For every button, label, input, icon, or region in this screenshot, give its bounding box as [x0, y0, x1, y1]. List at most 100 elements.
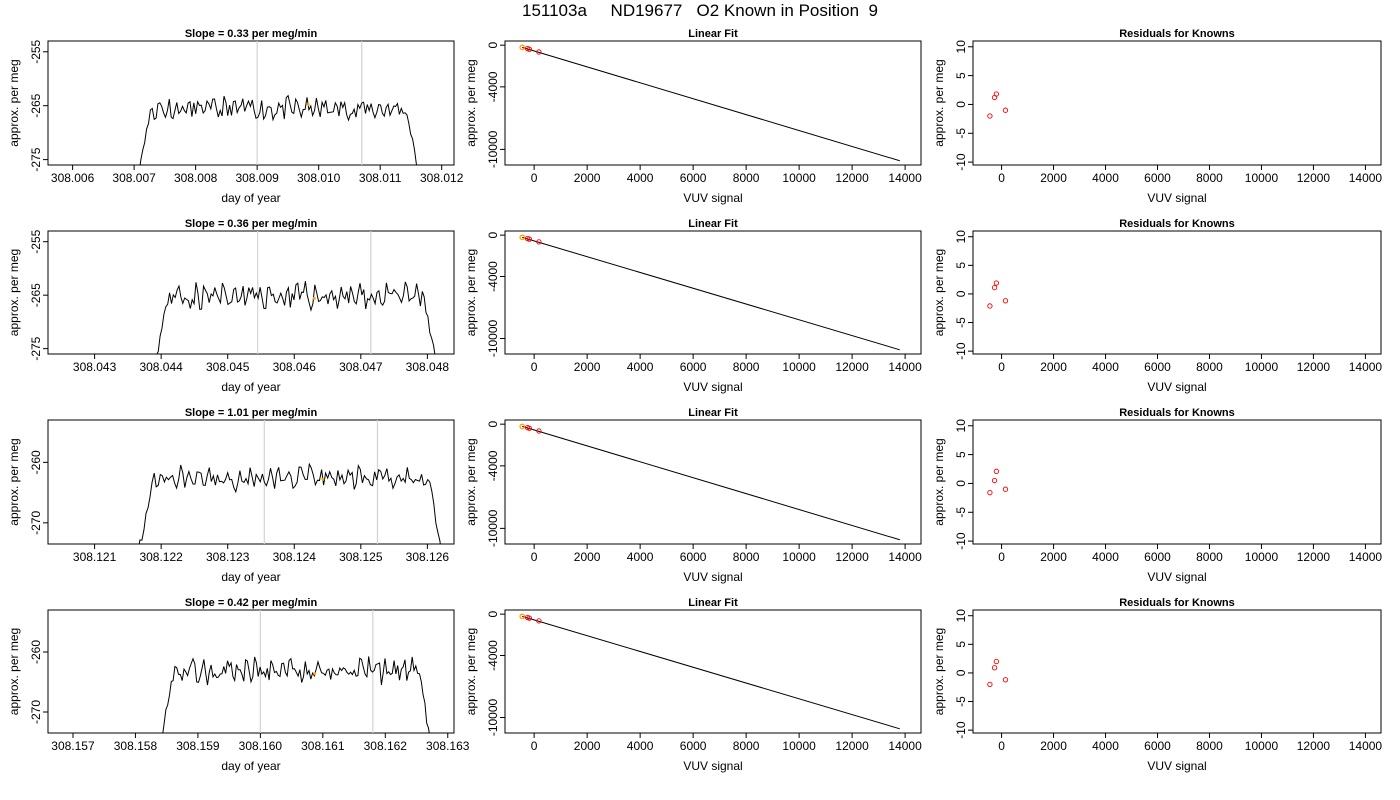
x-tick-label: 8000: [733, 739, 760, 753]
x-tick-label: 14000: [1349, 550, 1383, 564]
data-point: [536, 239, 542, 245]
y-tick-label: 0: [954, 290, 968, 297]
x-tick-label: 12000: [835, 360, 869, 374]
x-tick-label: 2000: [1040, 739, 1067, 753]
x-tick-label: 10000: [1245, 360, 1279, 374]
x-tick-label: 12000: [1297, 360, 1331, 374]
highlight-point: [313, 672, 317, 676]
chart-panel-4-1: Slope = 0.42 per meg/min 308.157 308.158 30…: [7, 597, 470, 773]
data-point: [987, 303, 993, 309]
x-tick-label: 10000: [1245, 171, 1279, 185]
y-tick-label: 0: [486, 42, 500, 49]
x-tick-label: 14000: [888, 360, 922, 374]
y-axis-label: approx. per meg: [464, 628, 478, 715]
x-tick-label: 4000: [627, 171, 654, 185]
x-tick-label: 2000: [1040, 550, 1067, 564]
y-tick-label: 5: [954, 72, 968, 79]
x-tick-label: 0: [531, 360, 538, 374]
figure-title: 151103a ND19677 O2 Known in Position 9: [522, 1, 878, 20]
x-tick-label: 6000: [1144, 171, 1171, 185]
data-trace: [138, 462, 441, 544]
plot-area: [519, 44, 900, 162]
x-tick-label: 4000: [1092, 550, 1119, 564]
chart-panel-2-1: Slope = 0.36 per meg/min 308.043 308.044 30…: [7, 218, 455, 394]
y-tick-label: -260: [29, 450, 43, 474]
plot-area: [987, 468, 1009, 496]
x-tick-label: 308.163: [426, 739, 470, 753]
plot-area: [519, 613, 900, 730]
x-tick-label: 308.126: [406, 550, 450, 564]
x-tick-label: 0: [531, 171, 538, 185]
data-point: [991, 477, 998, 484]
x-tick-label: 4000: [627, 550, 654, 564]
highlight-point: [519, 44, 526, 51]
x-tick-label: 2000: [1040, 171, 1067, 185]
chart-title: Slope = 0.36 per meg/min: [185, 218, 318, 230]
fit-line: [522, 425, 900, 541]
plot-area: [519, 423, 900, 541]
x-tick-label: 12000: [1297, 171, 1331, 185]
x-tick-label: 2000: [1040, 360, 1067, 374]
y-tick-label: -4000: [486, 640, 500, 671]
plot-frame: [972, 230, 1382, 355]
data-point: [991, 665, 998, 671]
x-tick-label: 14000: [888, 550, 922, 564]
y-tick-label: -255: [29, 229, 43, 253]
x-tick-label: 6000: [1144, 360, 1171, 374]
data-point: [987, 490, 993, 496]
data-trace: [156, 281, 436, 354]
x-tick-label: 308.158: [114, 739, 158, 753]
x-tick-label: 308.007: [112, 171, 156, 185]
x-axis-label: VUV signal: [1147, 570, 1206, 584]
x-tick-label: 2000: [574, 360, 601, 374]
x-tick-label: 6000: [680, 171, 707, 185]
y-axis-label: approx. per meg: [7, 249, 21, 336]
y-tick-label: -10: [954, 153, 968, 171]
y-tick-label: 0: [486, 231, 500, 238]
x-tick-label: 308.124: [273, 550, 317, 564]
x-tick-label: 308.157: [51, 739, 95, 753]
y-tick-label: 10: [954, 230, 968, 244]
y-axis-label: approx. per meg: [464, 249, 478, 336]
data-trace: [139, 94, 418, 165]
x-tick-label: 10000: [782, 360, 816, 374]
chart-title: Linear Fit: [688, 597, 738, 609]
plot-area: [162, 610, 430, 733]
x-tick-label: 308.161: [301, 739, 345, 753]
x-tick-label: 308.159: [176, 739, 220, 753]
chart-title: Residuals for Knowns: [1119, 407, 1235, 419]
y-axis-label: approx. per meg: [7, 438, 21, 525]
x-tick-label: 8000: [733, 360, 760, 374]
y-axis-label: approx. per meg: [932, 59, 946, 146]
x-tick-label: 0: [531, 739, 538, 753]
y-tick-label: -5: [954, 507, 968, 518]
x-tick-label: 12000: [1297, 550, 1331, 564]
y-tick-label: -255: [29, 39, 43, 63]
chart-panel-1-2: Linear Fit 0 2000 4000 6000 8000 10000 12000 140…: [464, 28, 922, 205]
x-axis-label: VUV signal: [683, 759, 742, 773]
highlight-point: [306, 103, 310, 107]
x-axis-label: VUV signal: [1147, 380, 1206, 394]
x-tick-label: 0: [998, 739, 1005, 753]
data-point: [993, 658, 1000, 665]
y-tick-label: -270: [29, 700, 43, 724]
plot-frame: [504, 40, 922, 166]
plot-frame: [504, 230, 922, 355]
y-tick-label: 0: [486, 421, 500, 428]
y-tick-label: -4000: [486, 261, 500, 292]
x-tick-label: 10000: [782, 171, 816, 185]
x-tick-label: 6000: [680, 550, 707, 564]
plot-frame: [972, 419, 1382, 545]
x-tick-label: 308.011: [359, 171, 402, 185]
x-tick-label: 6000: [1144, 739, 1171, 753]
chart-panel-4-2: Linear Fit 0 2000 4000 6000 8000 10000 12000 140…: [464, 597, 922, 773]
x-tick-label: 4000: [627, 739, 654, 753]
highlight-point: [519, 423, 526, 430]
x-tick-label: 308.012: [420, 171, 464, 185]
y-tick-label: 5: [954, 262, 968, 269]
fit-line: [522, 46, 900, 162]
x-tick-label: 0: [531, 550, 538, 564]
plot-area: [138, 420, 441, 544]
chart-title: Slope = 0.33 per meg/min: [185, 28, 318, 40]
